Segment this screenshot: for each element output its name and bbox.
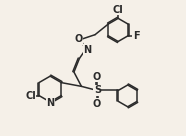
Text: N: N — [84, 45, 92, 55]
Text: Cl: Cl — [25, 91, 36, 101]
Text: Cl: Cl — [113, 4, 124, 15]
Text: O: O — [74, 34, 82, 44]
Text: S: S — [94, 85, 101, 95]
Text: F: F — [133, 31, 139, 41]
Text: O: O — [93, 72, 101, 82]
Text: N: N — [46, 98, 54, 108]
Text: O: O — [93, 99, 101, 109]
